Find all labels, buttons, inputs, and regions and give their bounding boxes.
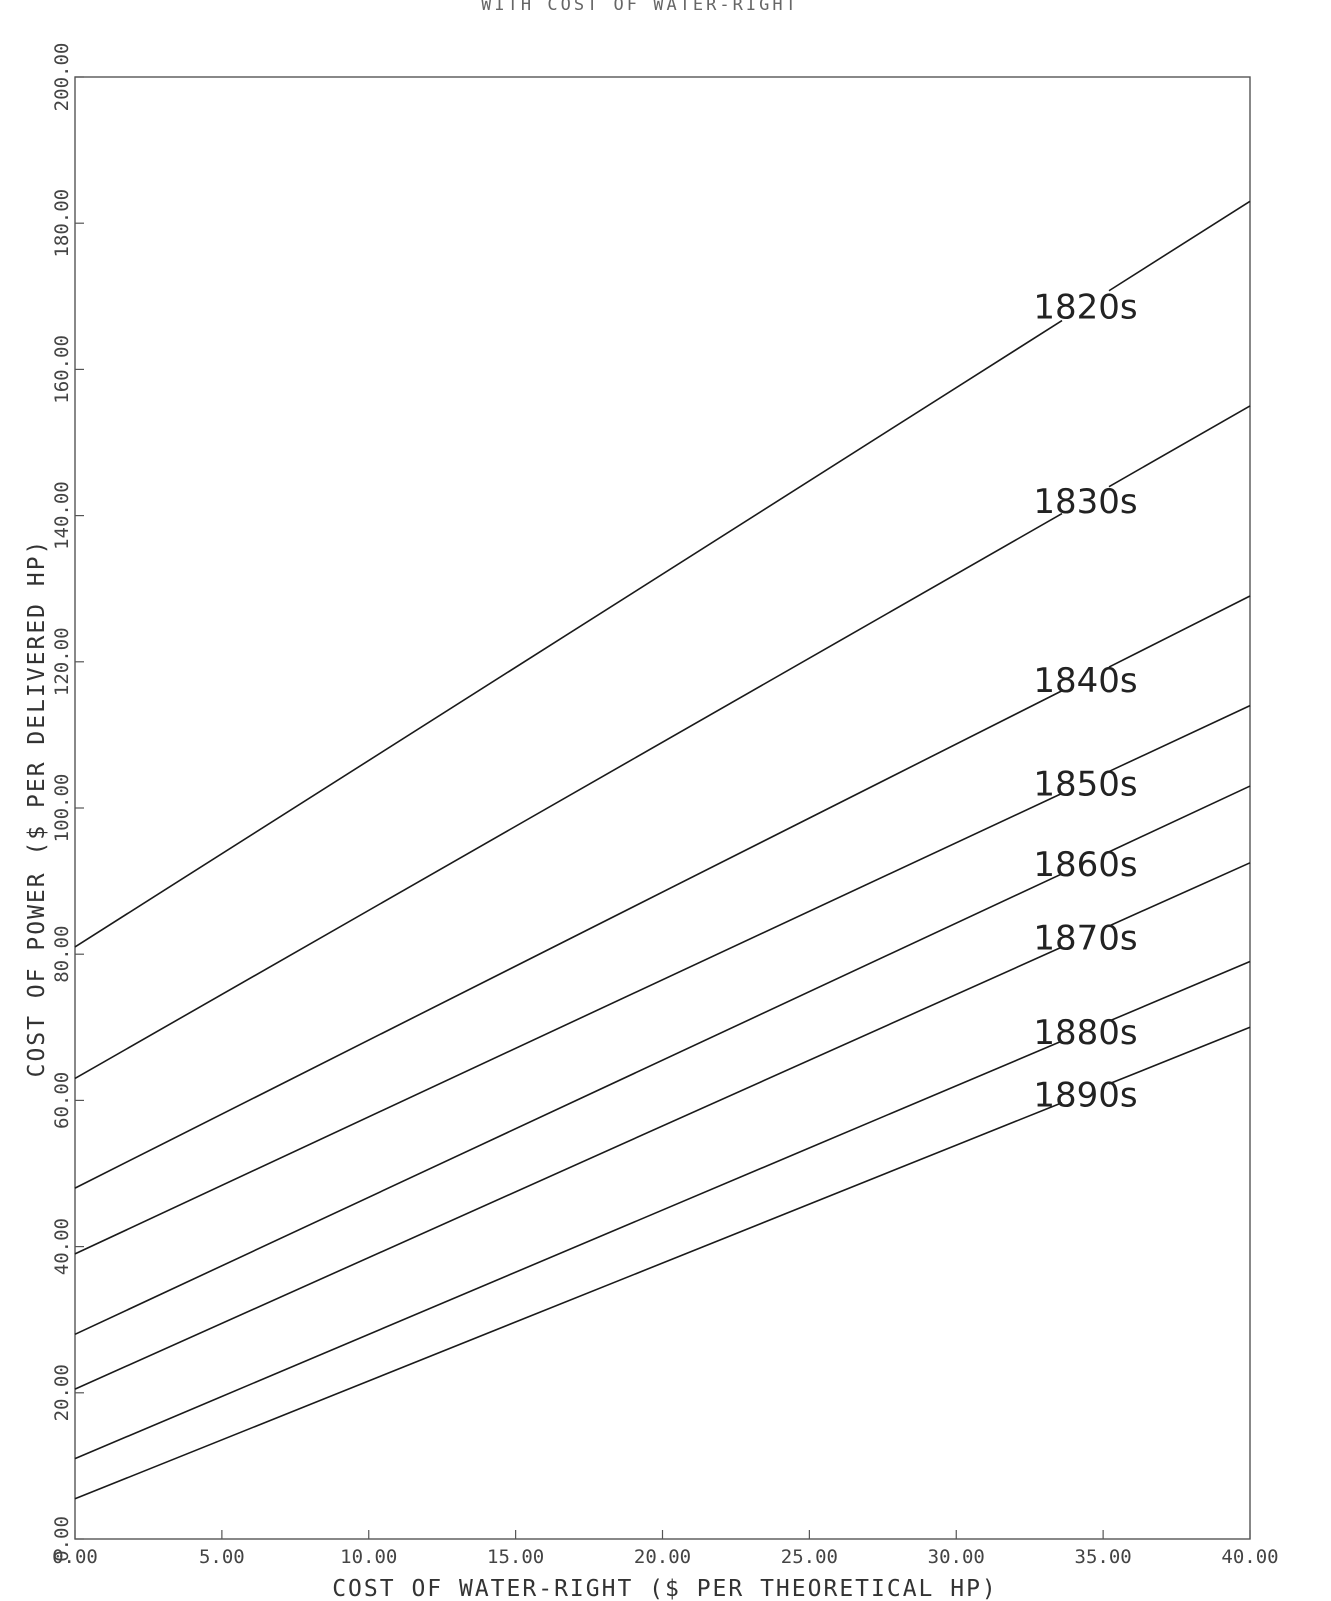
x-tick-label: 35.00 <box>1075 1546 1132 1568</box>
series-layer <box>74 200 1251 1500</box>
chart-title: WITH COST OF WATER-RIGHT <box>481 0 799 15</box>
y-tick-label: 40.00 <box>51 1218 73 1275</box>
series-label: 1840s <box>1033 661 1137 701</box>
x-axis-label: COST OF WATER-RIGHT ($ PER THEORETICAL H… <box>332 1576 998 1601</box>
y-tick-label: 180.00 <box>51 189 73 258</box>
series-line <box>1108 200 1251 292</box>
x-tick-label: 30.00 <box>928 1546 985 1568</box>
series-label: 1830s <box>1033 482 1137 522</box>
series-label: 1880s <box>1033 1013 1137 1053</box>
y-axis-label: COST OF POWER ($ PER DELIVERED HP) <box>24 539 50 1078</box>
series-1830s <box>74 405 1251 1080</box>
x-tick-label: 40.00 <box>1221 1546 1278 1568</box>
series-label: 1860s <box>1033 845 1137 885</box>
series-line <box>1108 704 1251 773</box>
x-axis: 0.00 5.00 10.00 15.00 20.00 25.00 30.00 35.00 40… <box>52 1530 1279 1568</box>
y-tick-label: 120.00 <box>51 627 73 696</box>
x-tick-label: 20.00 <box>634 1546 691 1568</box>
x-tick-label: 10.00 <box>340 1546 397 1568</box>
series-line <box>74 1101 1063 1500</box>
series-1820s <box>74 200 1251 948</box>
x-tick-label: 15.00 <box>487 1546 544 1568</box>
series-line <box>74 792 1063 1255</box>
series-line <box>74 512 1063 1080</box>
series-line <box>1108 405 1251 488</box>
series-line <box>74 946 1063 1390</box>
series-1870s <box>74 862 1251 1390</box>
series-label: 1870s <box>1033 919 1137 959</box>
series-line <box>1108 785 1251 853</box>
series-1880s <box>74 960 1251 1460</box>
series-1860s <box>74 785 1251 1336</box>
y-tick-label: 60.00 <box>51 1072 73 1129</box>
series-label: 1820s <box>1033 288 1137 328</box>
x-tick-label: 0.00 <box>52 1546 98 1568</box>
y-tick-label: 200.00 <box>51 43 73 112</box>
series-1890s <box>74 1026 1251 1500</box>
series-line <box>74 319 1063 948</box>
series-label: 1890s <box>1033 1075 1137 1115</box>
series-1840s <box>74 595 1251 1189</box>
y-tick-label: 20.00 <box>51 1364 73 1421</box>
series-line <box>1108 595 1251 668</box>
y-tick-label: 160.00 <box>51 335 73 404</box>
y-tick-label: 80.00 <box>51 926 73 983</box>
y-tick-label: 100.00 <box>51 774 73 843</box>
y-tick-label: 0.00 <box>51 1516 73 1562</box>
series-line <box>74 1040 1063 1460</box>
x-tick-label: 5.00 <box>199 1546 245 1568</box>
series-line <box>1108 862 1251 927</box>
series-1850s <box>74 704 1251 1255</box>
y-tick-label: 140.00 <box>51 481 73 550</box>
series-label: 1850s <box>1033 764 1137 804</box>
series-line <box>74 690 1063 1189</box>
series-line <box>1108 960 1251 1022</box>
x-tick-label: 25.00 <box>781 1546 838 1568</box>
series-line <box>1108 1026 1251 1085</box>
series-line <box>74 873 1063 1336</box>
y-axis: 0.00 20.00 40.00 60.00 80.00 100.00 120.00 140.… <box>51 43 84 1562</box>
series-labels: 1820s 1830s 1840s 1850s 1860s 1870s 1880s 1890s <box>1033 288 1137 1116</box>
